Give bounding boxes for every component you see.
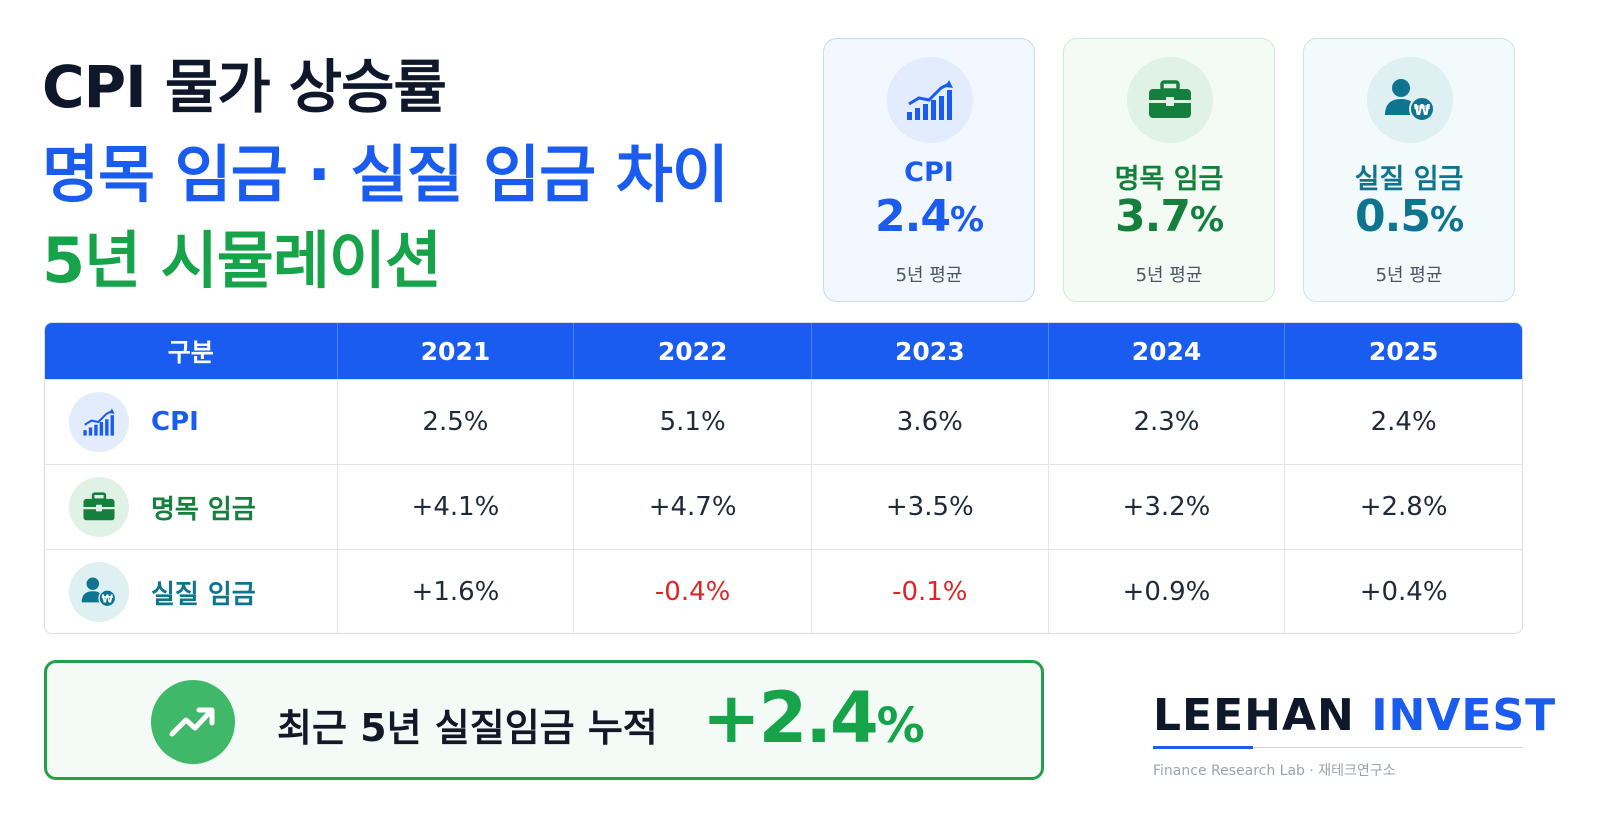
table-cell: +4.1% <box>338 465 575 549</box>
title-line-3: 5년 시뮬레이션 <box>42 224 442 297</box>
table-header: 구분 2021 2022 2023 2024 2025 <box>45 323 1522 379</box>
card-nominal-wage: 명목 임금 3.7% 5년 평균 <box>1063 38 1275 302</box>
table-cell: +0.4% <box>1359 577 1448 607</box>
table-cell: +1.6% <box>338 550 575 633</box>
card-cpi-value: 2.4% <box>874 191 984 242</box>
brand-tagline: Finance Research Lab · 재테크연구소 <box>1153 763 1396 779</box>
svg-text:₩: ₩ <box>1414 101 1431 119</box>
table-header-cell: 구분 <box>45 323 338 379</box>
table-cell: 2.5% <box>338 380 575 464</box>
table-cell: 2.4% <box>1370 407 1437 437</box>
table-cell: 5.1% <box>574 380 812 464</box>
card-nominal-label: 명목 임금 <box>1114 164 1224 195</box>
table-header-cell: 2022 <box>574 323 812 379</box>
trend-up-icon <box>151 680 235 764</box>
row-label: 명목 임금 <box>151 494 256 525</box>
table-header-cell: 2023 <box>812 323 1049 379</box>
row-label-cell: CPI <box>45 380 338 464</box>
table-row-real: ₩ 실질 임금 +1.6% -0.4% -0.1% +0.9% +0.4% <box>45 549 1522 633</box>
brand-name-part2: INVEST <box>1371 690 1557 741</box>
table-cell: -0.4% <box>574 550 812 633</box>
card-real-label: 실질 임금 <box>1354 164 1464 195</box>
table-header-cell: 2021 <box>338 323 575 379</box>
summary-box: 최근 5년 실질임금 누적 +2.4% <box>44 660 1044 780</box>
brand-logo: LEEHAN INVEST <box>1153 690 1556 741</box>
summary-value: +2.4% <box>702 677 925 759</box>
table-row-cpi: CPI 2.5% 5.1% 3.6% 2.3% 2.4% <box>45 379 1522 464</box>
card-real-value: 0.5% <box>1354 191 1464 242</box>
table-cell: +3.5% <box>812 465 1049 549</box>
row-label-cell: ₩ 실질 임금 <box>45 550 338 633</box>
user-won-icon: ₩ <box>1367 57 1453 143</box>
chart-up-icon <box>887 57 973 143</box>
table-cell: 2.3% <box>1049 380 1286 464</box>
row-label: 실질 임금 <box>151 579 256 610</box>
table-header-cell: 2025 <box>1368 336 1439 366</box>
table-cell: 3.6% <box>812 380 1049 464</box>
table-header-cell: 2024 <box>1049 323 1286 379</box>
summary-text: 최근 5년 실질임금 누적 <box>277 706 658 750</box>
table-cell: +0.9% <box>1049 550 1286 633</box>
svg-text:₩: ₩ <box>102 593 114 605</box>
card-nominal-value: 3.7% <box>1114 191 1224 242</box>
table-cell: +4.7% <box>574 465 812 549</box>
card-cpi: CPI 2.4% 5년 평균 <box>823 38 1035 302</box>
row-label-cell: 명목 임금 <box>45 465 338 549</box>
user-won-icon: ₩ <box>69 562 129 622</box>
title-line-2: 명목 임금 · 실질 임금 차이 <box>42 138 729 211</box>
brand-divider <box>1253 747 1523 748</box>
brand-underline <box>1153 746 1253 749</box>
card-nominal-sub: 5년 평균 <box>1135 265 1203 286</box>
briefcase-icon <box>69 477 129 537</box>
card-cpi-label: CPI <box>904 157 954 188</box>
table-row-nominal: 명목 임금 +4.1% +4.7% +3.5% +3.2% +2.8% <box>45 464 1522 549</box>
table-cell: -0.1% <box>812 550 1049 633</box>
row-label: CPI <box>151 407 199 437</box>
chart-up-icon <box>69 392 129 452</box>
data-table: 구분 2021 2022 2023 2024 2025 CPI 2 <box>44 322 1523 634</box>
card-real-wage: ₩ 실질 임금 0.5% 5년 평균 <box>1303 38 1515 302</box>
card-real-sub: 5년 평균 <box>1375 265 1443 286</box>
table-cell: +2.8% <box>1359 492 1448 522</box>
brand-name-part1: LEEHAN <box>1153 690 1355 741</box>
briefcase-icon <box>1127 57 1213 143</box>
table-cell: +3.2% <box>1049 465 1286 549</box>
card-cpi-sub: 5년 평균 <box>895 265 963 286</box>
title-line-1: CPI 물가 상승률 <box>42 53 447 121</box>
